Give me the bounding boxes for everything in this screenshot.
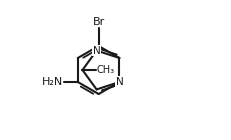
Text: N: N bbox=[92, 46, 100, 56]
Text: CH₃: CH₃ bbox=[97, 65, 115, 75]
Text: Br: Br bbox=[92, 17, 104, 27]
Text: H₂N: H₂N bbox=[42, 77, 63, 87]
Text: N: N bbox=[115, 77, 123, 87]
